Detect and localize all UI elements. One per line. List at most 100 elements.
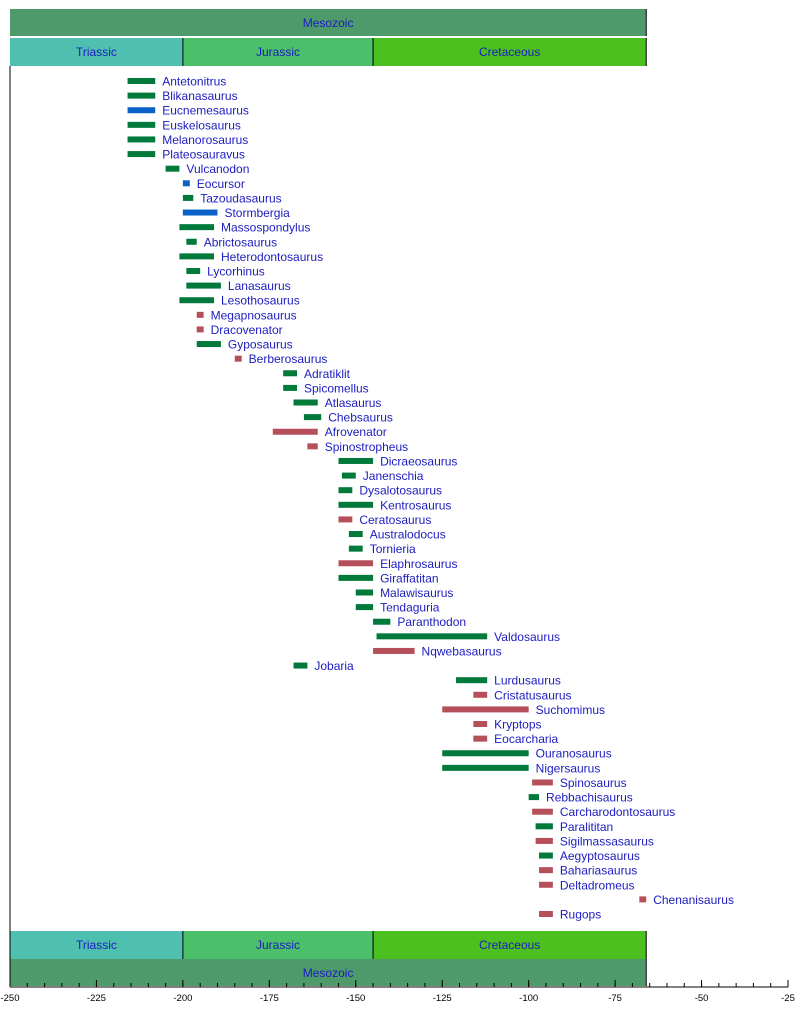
taxon-bar [539,852,553,859]
taxon-bar [338,574,374,581]
taxon-label: Cristatusaurus [494,688,571,702]
taxon-label: Deltadromeus [560,878,635,892]
taxon-bar [127,121,156,128]
taxon-label: Adratiklit [304,367,351,381]
taxon-bar [283,370,297,377]
taxon-bar [442,764,529,771]
taxon-label: Ceratosaurus [359,513,431,527]
x-tick-label: -50 [695,993,709,1004]
taxon-label: Megapnosaurus [211,308,297,322]
taxon-label: Aegyptosaurus [560,849,640,863]
taxon-label: Kentrosaurus [380,498,451,512]
taxon-label: Janenschia [363,469,424,483]
taxon-bar [307,443,318,450]
era-band-mesozoic [10,9,647,36]
taxon-label: Eocarcharia [494,732,558,746]
taxon-label: Berberosaurus [249,352,328,366]
taxon-label: Carcharodontosaurus [560,805,675,819]
taxon-label: Elaphrosaurus [380,557,457,571]
taxon-bar [179,224,215,231]
period-label: Triassic [76,45,117,59]
taxon-label: Dysalotosaurus [359,484,442,498]
taxon-bar [165,165,180,172]
taxon-bar [127,78,156,84]
taxon-label: Sigilmassasaurus [560,834,654,848]
x-tick-label: -75 [608,993,622,1004]
taxon-bar [127,151,156,158]
taxon-label: Nigersaurus [536,761,601,775]
taxon-label: Spicomellus [304,381,369,395]
taxon-bar [338,457,374,464]
taxon-label: Tornieria [370,542,416,556]
taxon-label: Atlasaurus [325,396,382,410]
taxon-label: Tazoudasaurus [200,191,281,205]
taxon-bar [196,311,204,318]
taxon-bar [338,516,353,523]
taxon-label: Gyposaurus [228,338,293,352]
taxon-bar [182,209,218,216]
taxon-label: Spinosaurus [560,776,627,790]
taxon-bar [182,194,194,201]
taxon-label: Malawisaurus [380,586,453,600]
taxon-bar [473,691,488,698]
taxon-bar [341,472,356,479]
x-tick-label: -100 [519,993,538,1004]
taxon-label: Lurdusaurus [494,674,561,688]
x-tick-label: -250 [0,993,19,1004]
taxon-label: Chebsaurus [328,411,393,425]
x-tick-label: -225 [87,993,106,1004]
taxon-label: Nqwebasaurus [422,644,502,658]
taxon-bar [473,721,488,728]
period-label: Jurassic [256,45,300,59]
period-band-jurassic [182,931,374,959]
taxon-bar [196,341,221,348]
taxon-label: Paralititan [560,820,613,834]
taxon-label: Australodocus [370,528,446,542]
taxon-label: Tendaguria [380,601,440,615]
taxon-label: Dicraeosaurus [380,454,457,468]
taxon-bar [376,633,488,640]
x-tick-label: -25 [781,993,795,1004]
taxon-bar [127,107,156,114]
taxon-label: Bahariasaurus [560,864,637,878]
taxon-bar [355,604,374,611]
taxon-label: Stormbergia [224,206,290,220]
taxon-bar [639,896,647,903]
taxon-bar [338,501,374,508]
taxon-label: Plateosauravus [162,148,245,162]
taxon-label: Lesothosaurus [221,294,300,308]
taxon-label: Chenanisaurus [653,893,734,907]
x-tick-label: -200 [173,993,192,1004]
taxon-label: Afrovenator [325,425,387,439]
taxon-label: Jobaria [314,659,354,673]
taxon-bar [179,297,215,304]
taxon-label: Melanorosaurus [162,133,248,147]
period-label: Cretaceous [479,45,540,59]
taxon-label: Valdosaurus [494,630,560,644]
x-tick-label: -175 [260,993,279,1004]
taxon-bar [293,399,318,406]
taxon-label: Dracovenator [211,323,283,337]
taxon-bar [186,282,221,289]
taxon-bar [338,560,374,567]
taxon-label: Ouranosaurus [536,747,612,761]
taxon-label: Antetonitrus [162,75,226,89]
taxon-label: Lanasaurus [228,279,291,293]
taxon-bar [373,647,415,654]
taxon-label: Blikanasaurus [162,89,237,103]
taxon-bar [127,92,156,99]
taxon-label: Rebbachisaurus [546,791,633,805]
taxon-label: Massospondylus [221,221,310,235]
taxon-bar [179,253,215,260]
taxon-label: Giraffatitan [380,571,438,585]
taxon-bar [234,355,242,362]
taxon-bar [442,706,529,713]
taxon-bar [127,136,156,143]
taxon-label: Eocursor [197,177,245,191]
taxon-bar [293,662,308,669]
taxon-label: Suchomimus [536,703,605,717]
taxon-label: Euskelosaurus [162,118,241,132]
taxon-bar [182,180,190,187]
taxon-label: Vulcanodon [186,162,249,176]
